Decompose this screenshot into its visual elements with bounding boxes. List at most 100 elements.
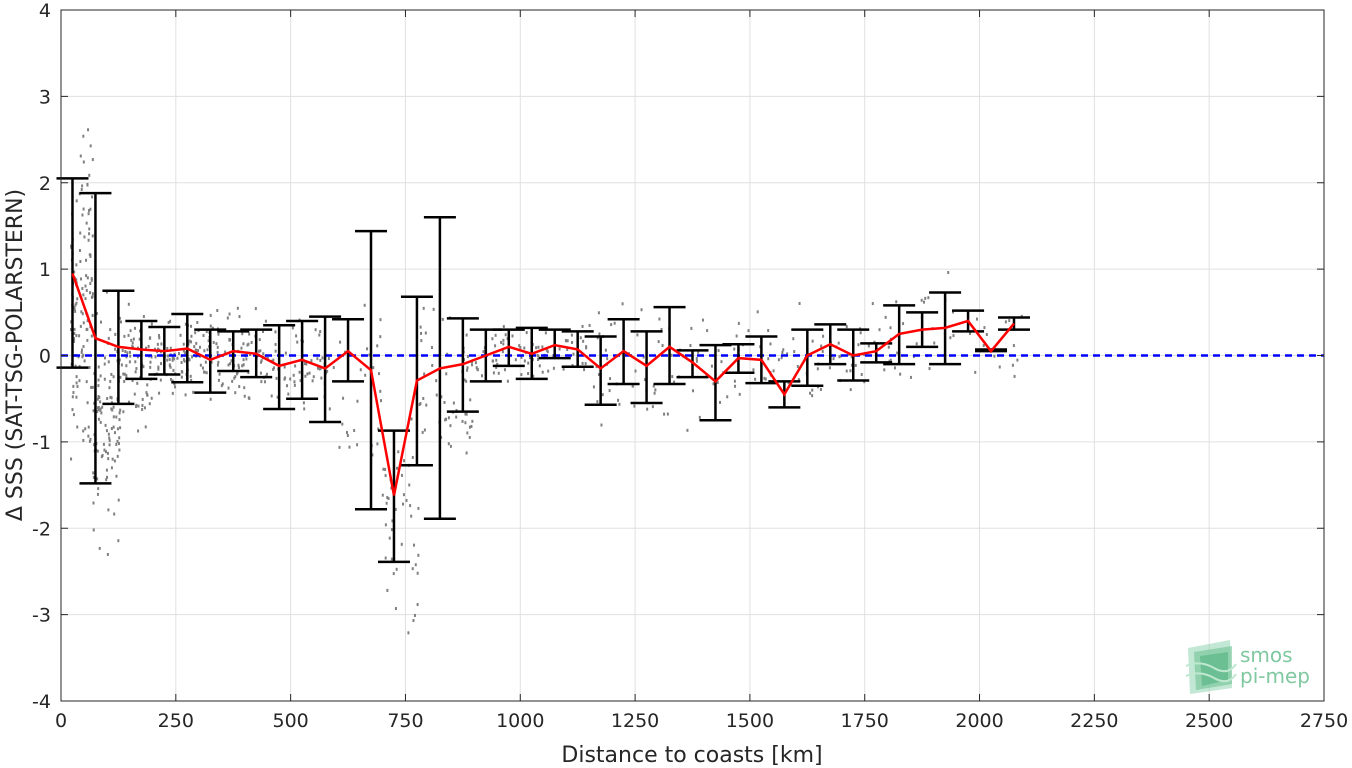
scatter-point: [998, 365, 1001, 369]
scatter-point: [75, 278, 78, 282]
scatter-point: [867, 344, 870, 348]
scatter-point: [182, 342, 185, 346]
scatter-point: [110, 396, 113, 400]
scatter-point: [610, 323, 613, 327]
scatter-point: [652, 384, 655, 388]
scatter-point: [663, 412, 666, 416]
scatter-point: [327, 357, 330, 361]
scatter-point: [302, 401, 305, 405]
scatter-point: [157, 365, 160, 369]
scatter-point: [640, 308, 643, 312]
scatter-point: [129, 354, 132, 358]
scatter-point: [89, 291, 92, 295]
scatter-point: [92, 409, 95, 413]
scatter-point: [441, 317, 444, 321]
scatter-point: [634, 369, 637, 373]
scatter-point: [131, 344, 134, 348]
scatter-point: [237, 363, 240, 367]
scatter-point: [646, 407, 649, 411]
scatter-point: [75, 395, 78, 399]
x-tick-label: 2250: [1070, 710, 1118, 732]
scatter-point: [400, 542, 403, 546]
scatter-point: [756, 310, 759, 314]
scatter-point: [233, 376, 236, 380]
scatter-point: [893, 366, 896, 370]
x-tick-label: 1250: [611, 710, 659, 732]
y-tick-label: 0: [39, 346, 51, 368]
scatter-point: [887, 345, 890, 349]
scatter-point: [158, 336, 161, 340]
scatter-point: [470, 424, 473, 428]
scatter-point: [909, 375, 912, 379]
scatter-point: [496, 362, 499, 366]
scatter-point: [414, 563, 417, 567]
scatter-point: [109, 379, 112, 383]
scatter-point: [75, 199, 78, 203]
scatter-point: [248, 396, 251, 400]
scatter-point: [296, 340, 299, 344]
scatter-point: [701, 318, 704, 322]
scatter-point: [119, 320, 122, 324]
scatter-point: [148, 402, 151, 406]
scatter-point: [118, 316, 121, 320]
scatter-point: [769, 342, 772, 346]
scatter-point: [107, 432, 110, 436]
scatter-point: [376, 344, 379, 348]
scatter-point: [147, 344, 150, 348]
scatter-point: [832, 357, 835, 361]
scatter-point: [734, 384, 737, 388]
scatter-point: [566, 348, 569, 352]
scatter-point: [85, 380, 88, 384]
scatter-point: [216, 345, 219, 349]
scatter-point: [88, 173, 91, 177]
scatter-point: [796, 364, 799, 368]
scatter-point: [82, 321, 85, 325]
scatter-point: [84, 284, 87, 288]
scatter-point: [326, 369, 329, 373]
scatter-point: [494, 333, 497, 337]
scatter-point: [502, 325, 505, 329]
scatter-point: [89, 282, 92, 286]
scatter-point: [506, 379, 509, 383]
scatter-point: [133, 392, 136, 396]
scatter-point: [134, 370, 137, 374]
scatter-point: [584, 362, 587, 366]
scatter-point: [85, 274, 88, 278]
scatter-point: [416, 603, 419, 607]
scatter-point: [172, 357, 175, 361]
scatter-point: [189, 324, 192, 328]
scatter-point: [149, 360, 152, 364]
scatter-point: [606, 357, 609, 361]
scatter-point: [133, 326, 136, 330]
scatter-point: [993, 354, 996, 358]
scatter-point: [169, 377, 172, 381]
scatter-point: [138, 337, 141, 341]
scatter-point: [237, 366, 240, 370]
mean-line: [71, 273, 1015, 496]
scatter-point: [920, 298, 923, 302]
scatter-point: [123, 379, 126, 383]
scatter-point: [141, 407, 144, 411]
scatter-point: [463, 378, 466, 382]
scatter-point: [73, 331, 76, 335]
scatter-point: [121, 349, 124, 353]
scatter-point: [132, 337, 135, 341]
scatter-point: [105, 468, 108, 472]
scatter-point: [303, 362, 306, 366]
scatter-point: [292, 373, 295, 377]
scatter-point: [73, 270, 76, 274]
scatter-point: [76, 425, 79, 429]
scatter-point: [118, 448, 121, 452]
scatter-point: [272, 358, 275, 362]
scatter-point: [500, 340, 503, 344]
scatter-point: [242, 363, 245, 367]
scatter-point: [107, 457, 110, 461]
scatter-point: [421, 430, 424, 434]
scatter-point: [130, 338, 133, 342]
scatter-point: [284, 351, 287, 355]
scatter-point: [144, 425, 147, 429]
scatter-point: [975, 317, 978, 321]
scatter-point: [72, 413, 75, 417]
scatter-point: [75, 381, 78, 385]
scatter-point: [328, 407, 331, 411]
